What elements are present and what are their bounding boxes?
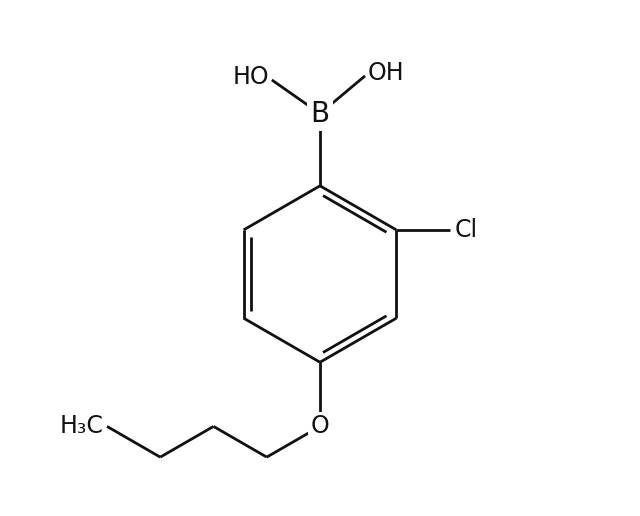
Text: O: O — [310, 414, 330, 439]
Text: OH: OH — [368, 61, 404, 85]
Text: B: B — [310, 100, 330, 127]
Text: H₃C: H₃C — [60, 414, 104, 439]
Text: Cl: Cl — [454, 218, 477, 242]
Text: HO: HO — [232, 65, 269, 89]
